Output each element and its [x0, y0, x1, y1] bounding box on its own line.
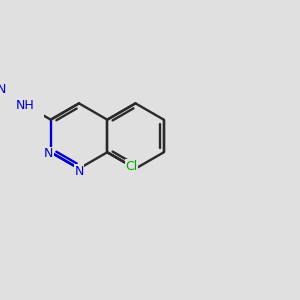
Text: N: N	[74, 165, 84, 178]
Text: Cl: Cl	[125, 160, 138, 173]
Text: N: N	[44, 147, 53, 160]
Text: N: N	[0, 83, 6, 97]
Text: NH: NH	[16, 98, 35, 112]
